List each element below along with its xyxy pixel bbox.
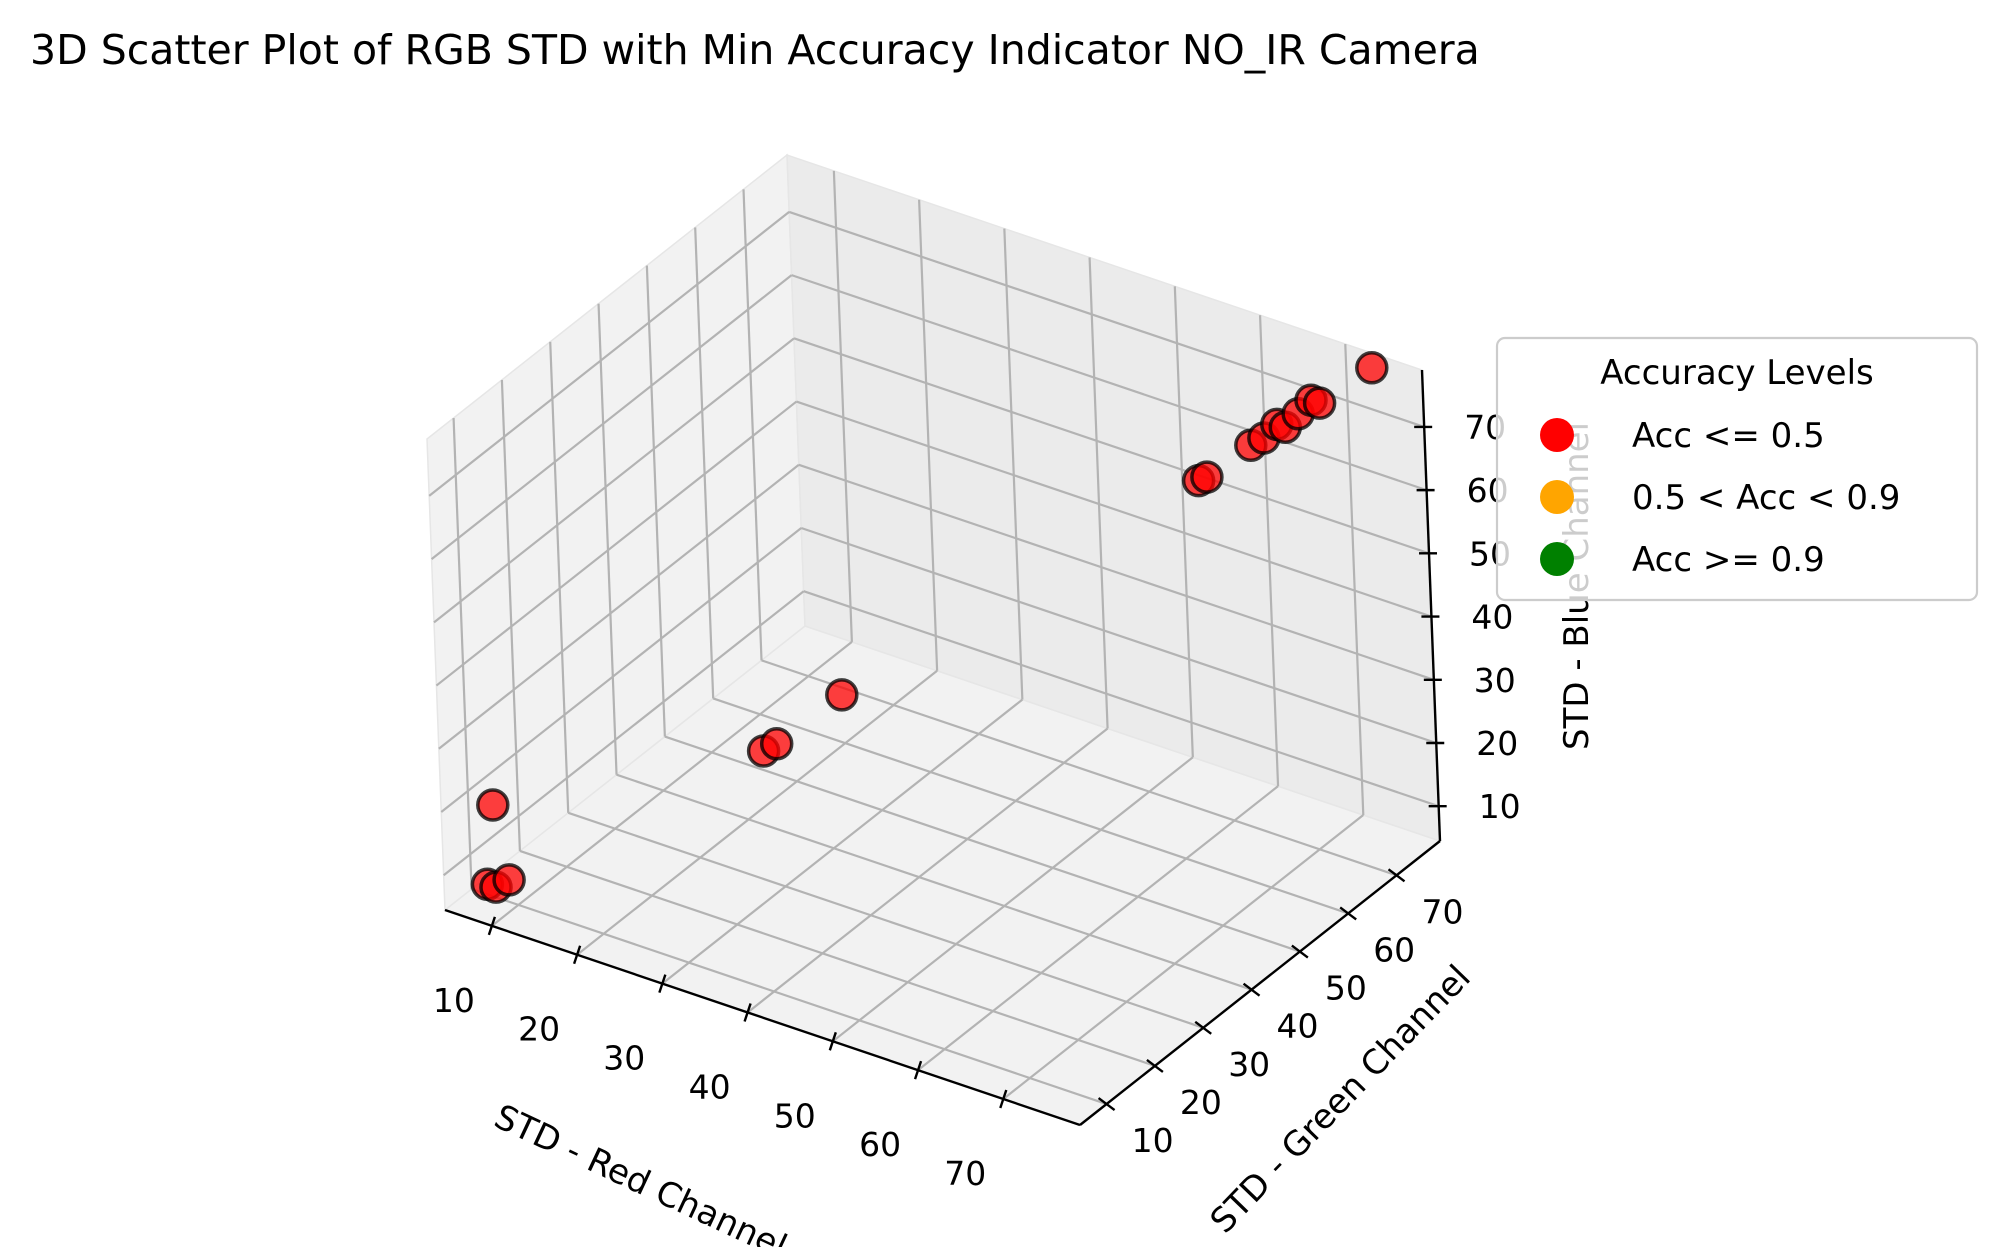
- y-tick-mark: [1291, 944, 1309, 959]
- grid-line-z: [430, 274, 793, 560]
- grid-line-x: [832, 756, 1194, 1043]
- grid-line-x: [576, 669, 938, 956]
- grid-line-x: [918, 199, 939, 671]
- grid-line-z: [796, 400, 1432, 618]
- x-tick-label: 30: [603, 1039, 645, 1078]
- y-tick-label: 40: [1277, 1007, 1319, 1046]
- grid-line-y: [471, 887, 1107, 1106]
- y-tick-label: 10: [1132, 1121, 1174, 1160]
- data-point: [759, 727, 794, 761]
- z-tick-label: 10: [1479, 787, 1521, 826]
- legend-label-high: Acc >= 0.9: [1632, 540, 1825, 580]
- legend: Accuracy Levels Acc <= 0.5 0.5 < Acc < 0…: [1495, 336, 1979, 602]
- x-tick-label: 10: [433, 981, 475, 1020]
- z-axis-line: [1420, 369, 1442, 842]
- x-tick-mark: [828, 1031, 837, 1051]
- grid-line-x: [491, 641, 853, 927]
- grid-lines: [428, 170, 1440, 1106]
- x-tick-mark: [487, 916, 497, 936]
- legend-label-mid: 0.5 < Acc < 0.9: [1632, 478, 1900, 518]
- x-tick-mark: [913, 1060, 923, 1080]
- grid-line-y: [664, 735, 1301, 953]
- axis-panes: [426, 153, 1442, 1126]
- grid-line-z: [791, 274, 1427, 492]
- grid-line-z: [442, 590, 805, 877]
- grid-line-y: [645, 265, 666, 737]
- grid-line-z: [435, 400, 798, 687]
- x-tick-label: 40: [689, 1067, 731, 1106]
- legend-box: [1495, 336, 1979, 602]
- legend-marker-mid: [1540, 480, 1574, 514]
- y-tick-label: 30: [1228, 1045, 1270, 1084]
- grid-line-x: [746, 727, 1109, 1014]
- x-tick-mark: [999, 1089, 1008, 1109]
- grid-line-y: [742, 189, 763, 661]
- data-point: [492, 863, 526, 897]
- grid-line-z: [798, 463, 1435, 681]
- grid-line-z: [803, 590, 1440, 808]
- grid-line-x: [1344, 343, 1365, 816]
- legend-title: Accuracy Levels: [1600, 353, 1874, 393]
- grid-line-x: [661, 698, 1024, 985]
- grid-line-y: [694, 227, 715, 699]
- grid-line-y: [712, 697, 1349, 915]
- grid-line-z: [438, 463, 800, 750]
- grid-line-x: [917, 785, 1279, 1072]
- grid-line-z: [440, 527, 802, 813]
- grid-line-y: [761, 659, 1397, 877]
- y-tick-mark: [1387, 868, 1406, 883]
- z-tick-label: 30: [1474, 661, 1516, 700]
- legend-marker-low: [1540, 418, 1574, 452]
- grid-line-z: [433, 337, 795, 624]
- data-point: [1355, 351, 1389, 385]
- y-tick-label: 70: [1422, 892, 1464, 931]
- z-tick-label: 40: [1471, 598, 1513, 637]
- data-point: [825, 678, 859, 712]
- y-tick-label: 50: [1325, 969, 1367, 1008]
- x-tick-mark: [658, 974, 667, 993]
- grid-line-y: [519, 849, 1156, 1067]
- x-axis-line: [444, 908, 1081, 1127]
- z-tick-label: 20: [1476, 724, 1518, 763]
- legend-label-low: Acc <= 0.5: [1632, 416, 1825, 456]
- x-tick-label: 60: [859, 1125, 901, 1164]
- y-tick-mark: [1194, 1020, 1212, 1035]
- y-tick-label: 60: [1373, 930, 1415, 969]
- x-tick-mark: [743, 1003, 752, 1022]
- grid-line-y: [597, 303, 618, 775]
- x-tick-label: 70: [944, 1154, 986, 1193]
- grid-line-x: [1173, 286, 1194, 758]
- grid-line-x: [1258, 315, 1280, 787]
- y-tick-label: 20: [1180, 1083, 1222, 1122]
- grid-line-y: [549, 341, 570, 813]
- x-tick-label: 20: [518, 1010, 560, 1049]
- data-point: [476, 788, 510, 822]
- grid-line-y: [567, 811, 1204, 1029]
- grid-line-y: [452, 417, 473, 890]
- grid-line-x: [1088, 257, 1109, 729]
- grid-line-z: [793, 337, 1430, 555]
- x-axis-label: STD - Red Channel: [488, 1097, 793, 1247]
- y-tick-mark: [1146, 1058, 1164, 1073]
- y-tick-mark: [1097, 1097, 1116, 1111]
- x-tick-label: 50: [774, 1096, 816, 1135]
- y-tick-mark: [1242, 982, 1261, 997]
- grid-line-x: [1002, 814, 1364, 1100]
- grid-line-y: [616, 773, 1252, 991]
- grid-line-x: [832, 170, 853, 642]
- data-point: [1302, 386, 1337, 420]
- y-tick-mark: [1339, 906, 1357, 921]
- grid-line-y: [500, 379, 521, 851]
- data-points: [470, 351, 1389, 904]
- x-tick-mark: [572, 945, 582, 965]
- y-axis-line: [1079, 840, 1441, 1126]
- axes: [444, 369, 1447, 1127]
- grid-line-z: [428, 211, 790, 497]
- grid-line-x: [1003, 228, 1024, 700]
- legend-marker-high: [1540, 542, 1574, 576]
- grid-line-z: [800, 526, 1437, 745]
- data-point: [1190, 460, 1224, 494]
- chart-title: 3D Scatter Plot of RGB STD with Min Accu…: [30, 26, 1480, 74]
